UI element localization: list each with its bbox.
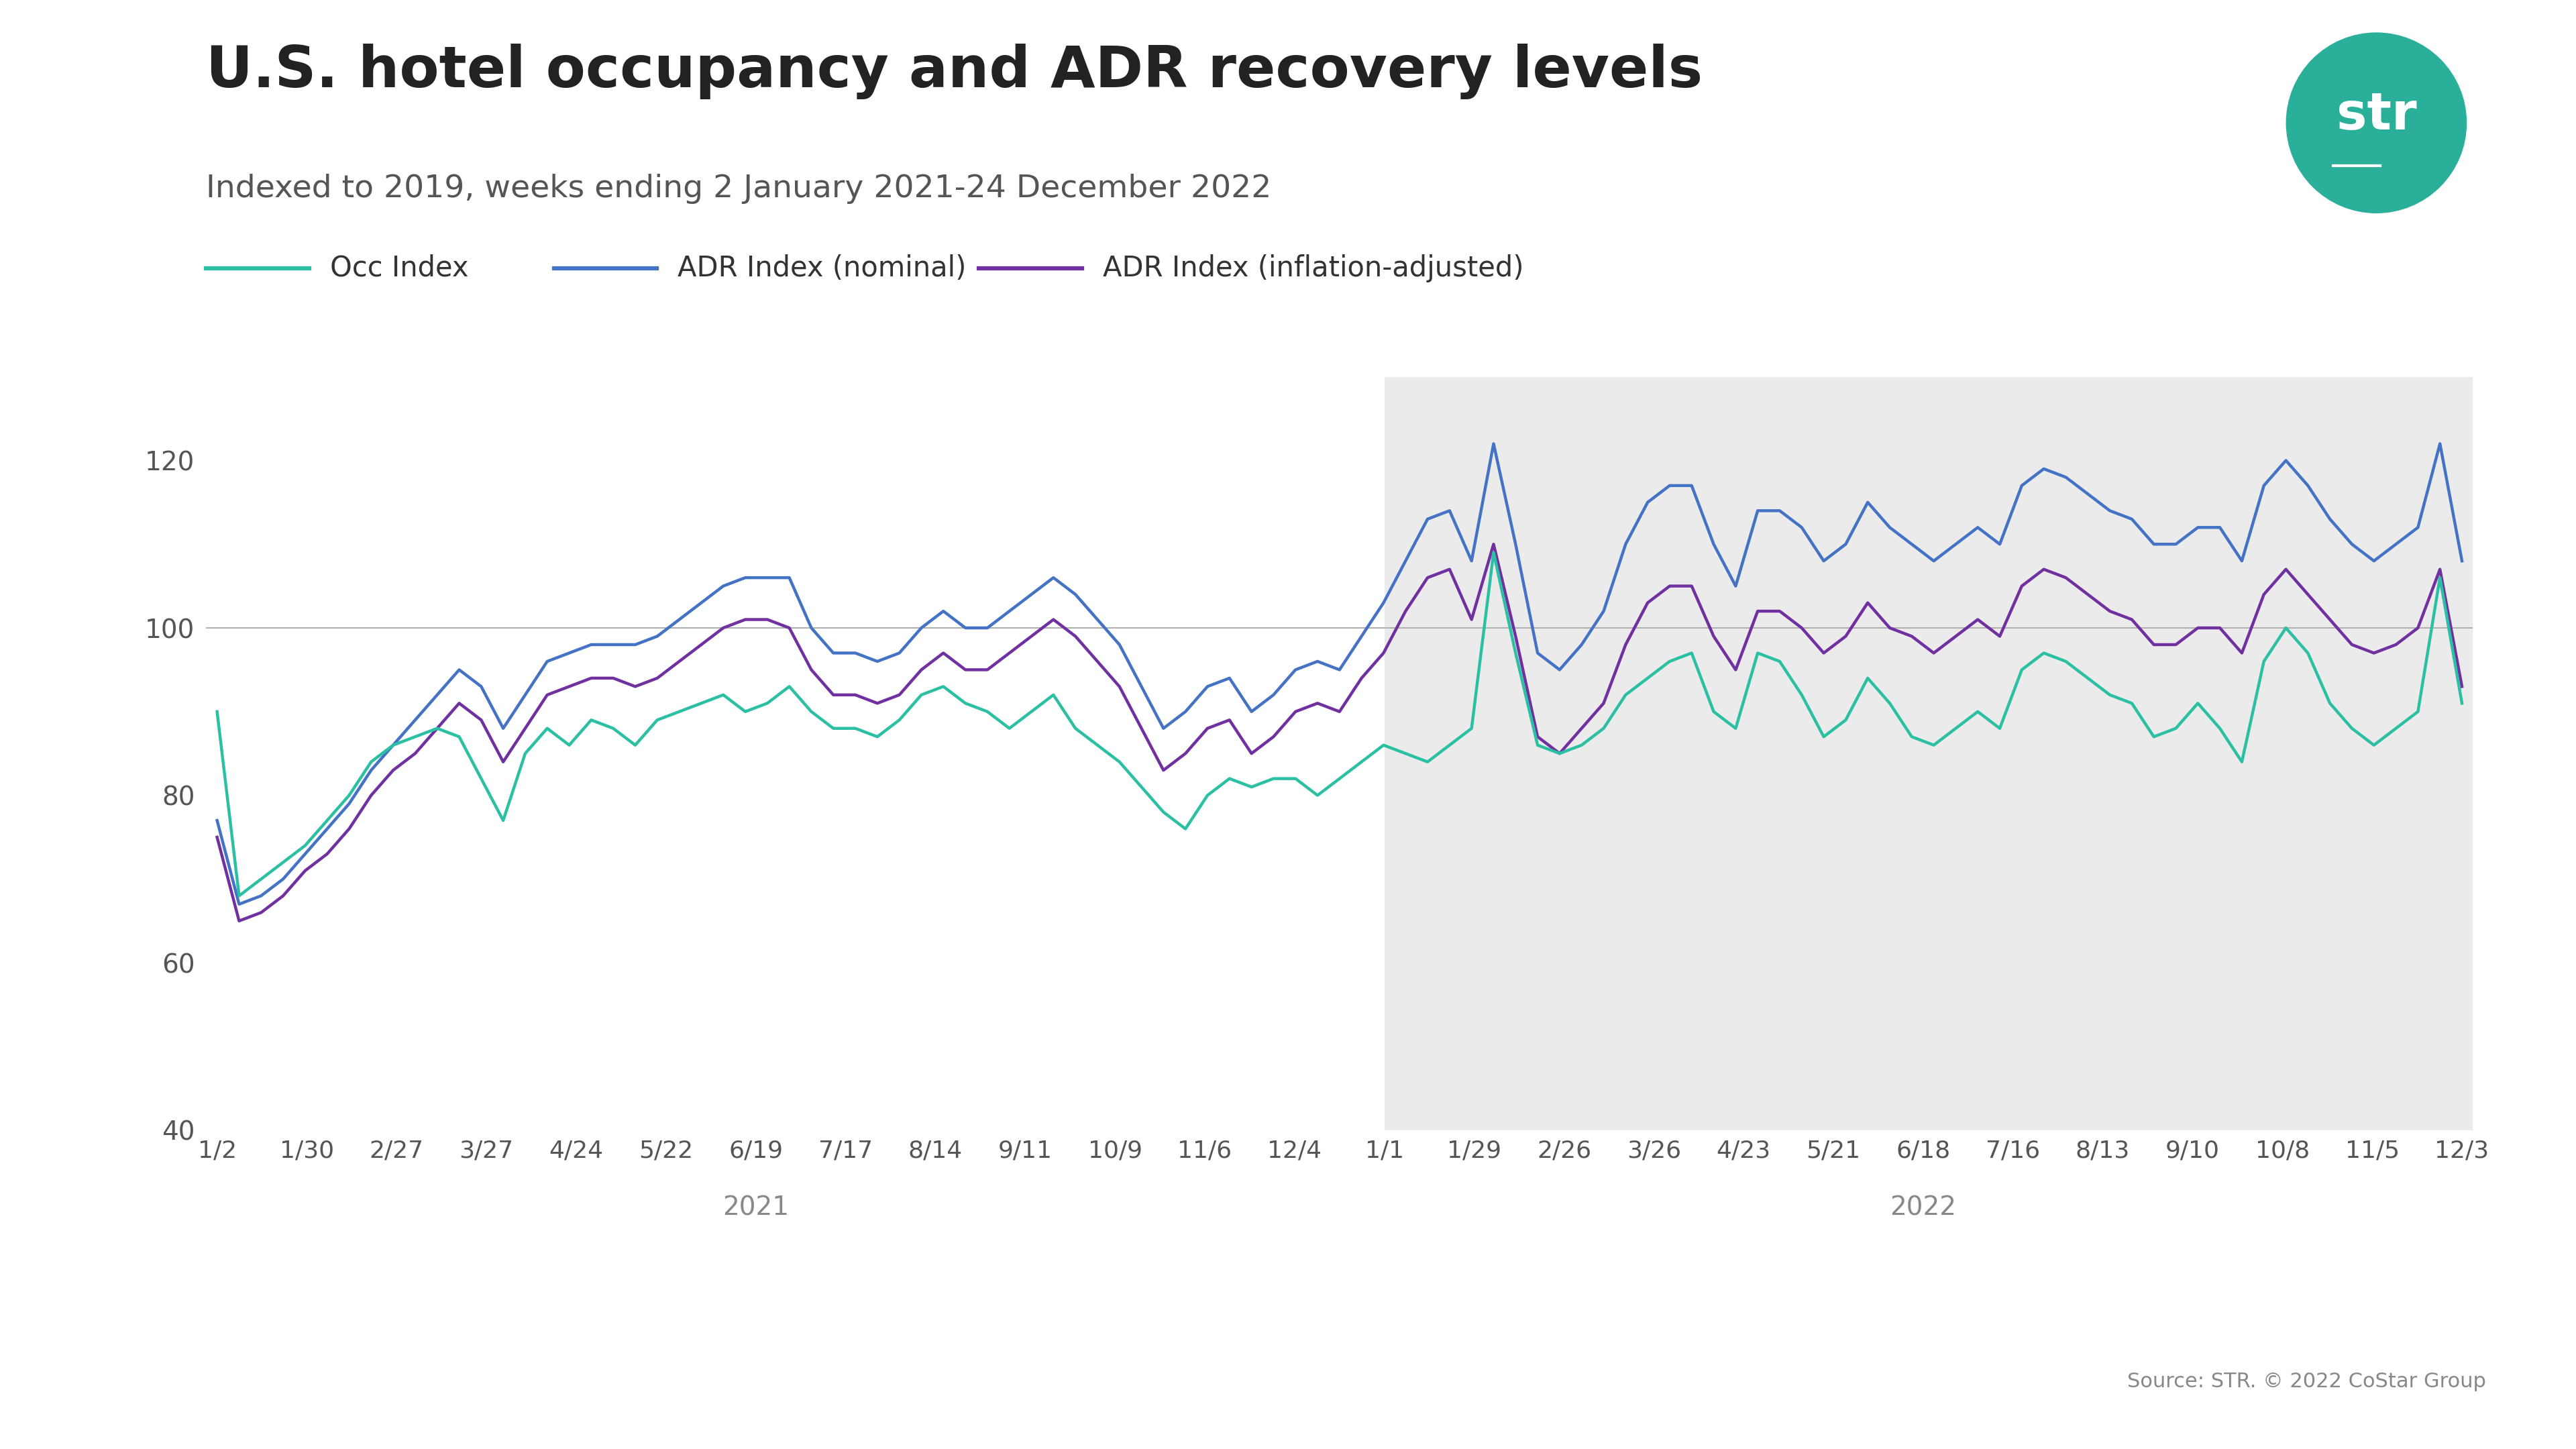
Text: Occ Index: Occ Index [330, 254, 469, 283]
Text: ADR Index (inflation-adjusted): ADR Index (inflation-adjusted) [1103, 254, 1522, 283]
Circle shape [2287, 33, 2465, 213]
Text: ADR Index (nominal): ADR Index (nominal) [677, 254, 966, 283]
Text: U.S. hotel occupancy and ADR recovery levels: U.S. hotel occupancy and ADR recovery le… [206, 43, 1703, 99]
Text: 2022: 2022 [1891, 1195, 1955, 1222]
Text: Indexed to 2019, weeks ending 2 January 2021-24 December 2022: Indexed to 2019, weeks ending 2 January … [206, 174, 1273, 204]
Text: Source: STR. © 2022 CoStar Group: Source: STR. © 2022 CoStar Group [2128, 1372, 2486, 1391]
Text: 2021: 2021 [724, 1195, 788, 1222]
Text: str: str [2336, 90, 2416, 141]
Bar [1383, 377, 2473, 1130]
